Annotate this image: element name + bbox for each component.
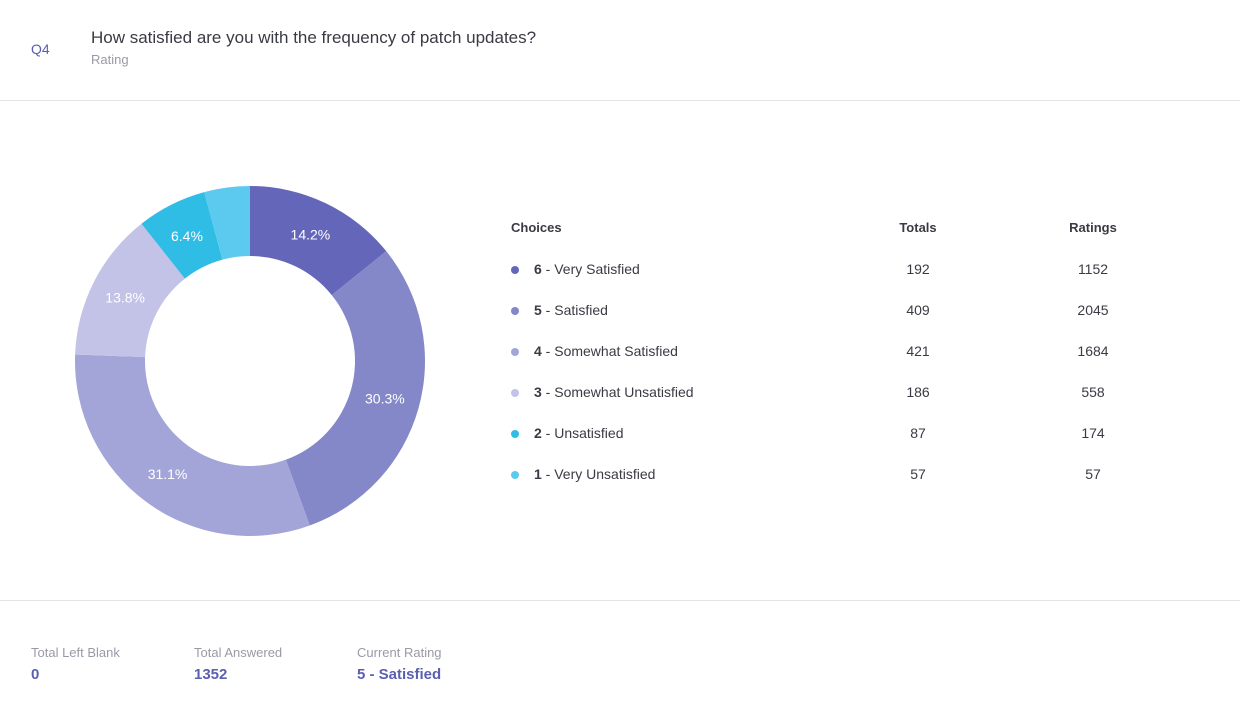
- header-ratings: Ratings: [1069, 220, 1117, 235]
- donut-slice: [285, 251, 425, 526]
- choice-text: - Satisfied: [541, 302, 608, 318]
- stat-total-answered: Total Answered 1352: [194, 645, 282, 683]
- total-cell: 421: [906, 343, 930, 359]
- table-row: 1 - Very Unsatisfied 57 57: [511, 466, 1151, 486]
- summary-footer: Total Left Blank 0 Total Answered 1352 C…: [0, 600, 1240, 728]
- rating-cell: 1152: [1077, 261, 1109, 277]
- legend-dot: [511, 389, 519, 397]
- stat-label: Total Left Blank: [31, 645, 120, 660]
- table-row: 2 - Unsatisfied 87 174: [511, 425, 1151, 445]
- donut-slice: [250, 186, 387, 296]
- stat-value: 0: [31, 666, 40, 683]
- table-row: 4 - Somewhat Satisfied 421 1684: [511, 343, 1151, 363]
- rating-cell: 2045: [1077, 302, 1109, 318]
- choice-label: 4 - Somewhat Satisfied: [534, 343, 678, 359]
- legend-dot: [511, 348, 519, 356]
- rating-cell: 174: [1081, 425, 1105, 441]
- choice-number: 6: [534, 261, 542, 277]
- question-title: How satisfied are you with the frequency…: [91, 28, 537, 47]
- stat-label: Total Answered: [194, 645, 283, 660]
- table-row: 3 - Somewhat Unsatisfied 186 558: [511, 384, 1151, 404]
- choice-text: - Unsatisfied: [541, 425, 624, 441]
- choice-label: 2 - Unsatisfied: [534, 425, 624, 441]
- choice-label: 1 - Very Unsatisfied: [534, 466, 655, 482]
- stat-current-rating: Current Rating 5 - Satisfied: [357, 645, 442, 683]
- choice-number: 5: [534, 302, 542, 318]
- choice-label: 3 - Somewhat Unsatisfied: [534, 384, 694, 400]
- question-number: Q4: [31, 41, 50, 57]
- total-cell: 57: [910, 466, 926, 482]
- choice-label: 5 - Satisfied: [534, 302, 608, 318]
- choice-text: - Somewhat Satisfied: [541, 343, 678, 359]
- choice-number: 4: [534, 343, 542, 359]
- choice-number: 1: [534, 466, 542, 482]
- choice-number: 2: [534, 425, 542, 441]
- slice-label: 31.1%: [148, 466, 188, 482]
- choice-text: - Very Unsatisfied: [541, 466, 656, 482]
- total-cell: 87: [910, 425, 926, 441]
- donut-slice: [141, 192, 223, 279]
- choice-number: 3: [534, 384, 542, 400]
- legend-dot: [511, 307, 519, 315]
- stat-value: 5 - Satisfied: [357, 666, 442, 683]
- donut-chart: 14.2% 30.3% 31.1% 13.8% 6.4%: [74, 186, 425, 536]
- donut-slice: [75, 223, 185, 358]
- rating-cell: 57: [1085, 466, 1101, 482]
- header-totals: Totals: [899, 220, 937, 235]
- stat-left-blank: Total Left Blank 0: [31, 645, 120, 683]
- donut-slice: [74, 354, 310, 536]
- choice-text: - Very Satisfied: [541, 261, 640, 277]
- slice-label: 30.3%: [365, 391, 405, 407]
- total-cell: 192: [906, 261, 930, 277]
- stat-label: Current Rating: [357, 645, 442, 660]
- header-choices: Choices: [511, 220, 562, 235]
- slice-label: 13.8%: [105, 290, 145, 306]
- table-row: 5 - Satisfied 409 2045: [511, 302, 1151, 322]
- rating-cell: 1684: [1077, 343, 1109, 359]
- chart-area: 14.2% 30.3% 31.1% 13.8% 6.4% Choices Totals …: [0, 101, 1240, 600]
- legend-dot: [511, 471, 519, 479]
- choice-text: - Somewhat Unsatisfied: [541, 384, 694, 400]
- stat-value: 1352: [194, 666, 228, 683]
- question-type: Rating: [91, 52, 129, 67]
- legend-dot: [511, 266, 519, 274]
- donut-slice: [204, 186, 250, 260]
- total-cell: 409: [906, 302, 930, 318]
- slice-label: 14.2%: [291, 227, 331, 243]
- question-header: Q4 How satisfied are you with the freque…: [0, 0, 1240, 101]
- total-cell: 186: [906, 384, 930, 400]
- table-row: 6 - Very Satisfied 192 1152: [511, 261, 1151, 281]
- slice-label: 6.4%: [171, 228, 203, 244]
- choice-label: 6 - Very Satisfied: [534, 261, 640, 277]
- rating-cell: 558: [1081, 384, 1105, 400]
- legend-dot: [511, 430, 519, 438]
